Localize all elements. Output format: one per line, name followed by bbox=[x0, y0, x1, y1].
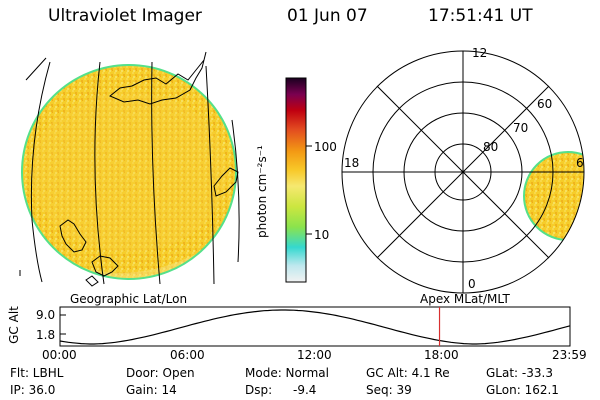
polar-label-18: 18 bbox=[344, 156, 360, 170]
orbit-x-tick: 00:00 bbox=[42, 348, 77, 362]
info-glon: GLon: 162.1 bbox=[486, 383, 559, 397]
info-ip: IP: 36.0 bbox=[10, 383, 56, 397]
orbit-x-tick: 18:00 bbox=[424, 348, 459, 362]
info-seq: Seq: 39 bbox=[366, 383, 412, 397]
longitude-lines bbox=[25, 57, 240, 285]
orbit-plot bbox=[59, 306, 571, 347]
polar-label-70: 70 bbox=[513, 121, 529, 135]
colorbar bbox=[285, 77, 312, 283]
app-title: Ultraviolet Imager bbox=[48, 6, 202, 26]
orbit-y-top: 9.0 bbox=[36, 308, 56, 322]
polar-plot bbox=[341, 50, 585, 294]
colorbar-unit-label: photon cm⁻²s⁻¹ bbox=[255, 145, 269, 238]
orbit-x-tick: 12:00 bbox=[297, 348, 332, 362]
info-door: Door: Open bbox=[126, 366, 195, 380]
colorbar-tick-100: 100 bbox=[314, 140, 337, 154]
polar-label-12: 12 bbox=[472, 46, 488, 60]
orbit-altitude-curve bbox=[59, 309, 571, 345]
colorbar-tick-10: 10 bbox=[314, 228, 330, 242]
polar-label-6: 6 bbox=[576, 156, 584, 170]
polar-label-0: 0 bbox=[468, 277, 476, 291]
orbit-y-bottom: 1.8 bbox=[36, 328, 56, 342]
polar-label-60: 60 bbox=[537, 97, 553, 111]
polar-label-80: 80 bbox=[483, 140, 499, 154]
info-dsp-label: Dsp: bbox=[245, 383, 273, 397]
info-gain: Gain: 14 bbox=[126, 383, 177, 397]
header-time: 17:51:41 UT bbox=[428, 6, 533, 26]
info-dsp-value: -9.4 bbox=[293, 383, 317, 397]
info-gc-alt: GC Alt: 4.1 Re bbox=[366, 366, 450, 380]
info-glat: GLat: -33.3 bbox=[486, 366, 553, 380]
apex-label: Apex MLat/MLT bbox=[420, 292, 510, 306]
orbit-x-tick: 23:59 bbox=[552, 348, 587, 362]
geographic-disk bbox=[21, 64, 237, 280]
orbit-axis-label: GC Alt bbox=[7, 306, 21, 344]
info-flt: Flt: LBHL bbox=[10, 366, 64, 380]
header-date: 01 Jun 07 bbox=[287, 6, 368, 26]
info-mode: Mode: Normal bbox=[245, 366, 329, 380]
geographic-label: Geographic Lat/Lon bbox=[70, 292, 188, 306]
orbit-x-tick: 06:00 bbox=[170, 348, 205, 362]
